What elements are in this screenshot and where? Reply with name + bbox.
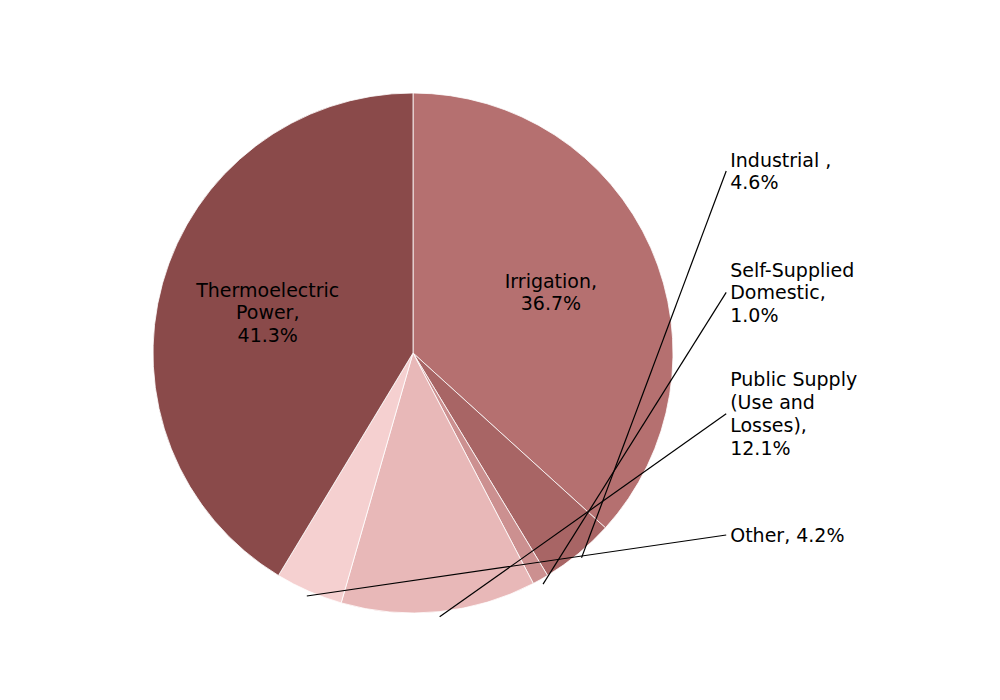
svg-text:Industrial ,4.6%: Industrial ,4.6% — [730, 149, 831, 194]
svg-text:Other, 4.2%: Other, 4.2% — [730, 524, 844, 546]
svg-text:Self-SuppliedDomestic,1.0%: Self-SuppliedDomestic,1.0% — [730, 259, 854, 327]
svg-text:Public Supply(Use andLosses),1: Public Supply(Use andLosses),12.1% — [730, 368, 857, 458]
svg-text:ThermoelectricPower,41.3%: ThermoelectricPower,41.3% — [195, 279, 339, 347]
svg-text:Irrigation,36.7%: Irrigation,36.7% — [505, 270, 597, 315]
